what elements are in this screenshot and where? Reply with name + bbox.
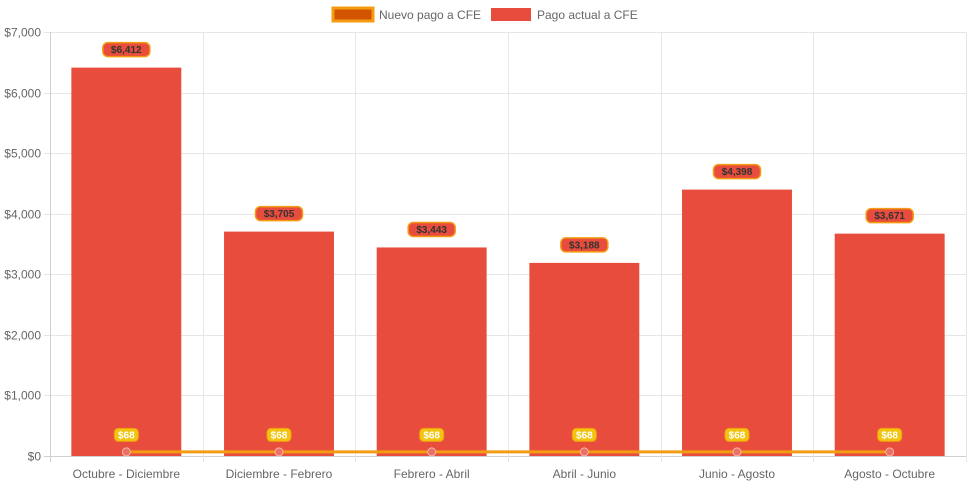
bar-data-label-text: $4,398 [722,167,753,178]
line-data-label-bg [877,427,903,442]
bar-data-label: $3,671 [865,207,914,224]
line-data-label-text: $68 [576,430,593,441]
legend-item[interactable]: Nuevo pago a CFE [331,6,481,23]
x-tick-label: Diciembre - Febrero [226,467,333,481]
line-point [121,447,131,457]
legend-item[interactable]: Pago actual a CFE [491,8,638,22]
bar-data-label-text: $3,671 [874,211,905,222]
chart-grid [44,32,967,462]
bar-data-label-text: $3,443 [416,225,447,236]
bar-series [71,67,945,456]
legend-swatch [491,8,531,21]
line-data-label: $68 [571,427,597,442]
legend-label: Nuevo pago a CFE [379,8,481,22]
bar [224,231,334,456]
line-data-label: $68 [419,427,445,442]
line-point [579,447,589,457]
line-data-label-text: $68 [423,430,440,441]
line-data-label: $68 [113,427,139,442]
y-axis: $0 $1,000 $2,000 $3,000 $4,000 $5,000 $6,000 $7… [4,26,41,464]
legend-swatch [331,6,375,23]
line-point [274,447,284,457]
bar [376,247,487,456]
y-tick-label: $7,000 [4,26,41,40]
line-data-label-text: $68 [881,430,898,441]
y-tick-label: $1,000 [4,389,41,403]
bar-data-label-bg [254,205,304,222]
bar-data-label: $3,443 [407,221,456,238]
bar [529,262,640,456]
x-tick-label: Agosto - Octubre [844,467,935,481]
bar [71,67,182,456]
bar-data-label-bg [407,221,456,238]
line-data-label-bg [724,427,750,442]
line-data-label-text: $68 [729,430,746,441]
bar [682,189,792,456]
line-point [732,447,742,457]
line-data-label-bg [419,427,445,442]
bar-data-label-bg [865,207,914,224]
y-tick-label: $6,000 [4,87,41,101]
bar-data-label: $3,188 [560,237,609,253]
line-point [427,447,437,457]
x-tick-label: Febrero - Abril [394,467,470,481]
line-data-label: $68 [266,427,292,442]
bar-data-label-text: $3,188 [569,240,600,251]
x-tick-label: Octubre - Diciembre [73,467,181,481]
bar-data-label-bg [560,237,609,253]
line-data-label-text: $68 [271,430,288,441]
x-tick-label: Junio - Agosto [699,467,775,481]
line-data-label-text: $68 [118,430,135,441]
bar-data-label: $6,412 [102,41,151,58]
x-axis: Octubre - Diciembre Diciembre - Febrero Fe… [73,467,936,481]
bar-data-label-bg [712,163,762,180]
legend-label: Pago actual a CFE [537,8,638,22]
line-data-label: $68 [877,427,903,442]
x-tick-label: Abril - Junio [553,467,617,481]
bar [834,233,945,456]
line-data-label-bg [113,427,139,442]
data-labels: $6,412 $3,705 $3,443 $3,188 $4,398 $3,671 $68 $… [102,41,914,442]
y-tick-label: $3,000 [4,268,41,282]
y-tick-label: $4,000 [4,208,41,222]
y-tick-label: $2,000 [4,329,41,343]
line-series [121,447,895,457]
legend: Nuevo pago a CFE Pago actual a CFE [331,6,638,23]
bar-data-label-text: $3,705 [264,209,295,220]
bar-data-label-text: $6,412 [111,45,142,56]
bar-data-label: $4,398 [712,163,762,180]
y-tick-label: $0 [28,450,42,464]
bar-data-label-bg [102,41,151,58]
bar-data-label: $3,705 [254,205,304,222]
line-point [885,447,895,457]
y-tick-label: $5,000 [4,147,41,161]
line-data-label-bg [266,427,292,442]
line-data-label: $68 [724,427,750,442]
line-data-label-bg [571,427,597,442]
